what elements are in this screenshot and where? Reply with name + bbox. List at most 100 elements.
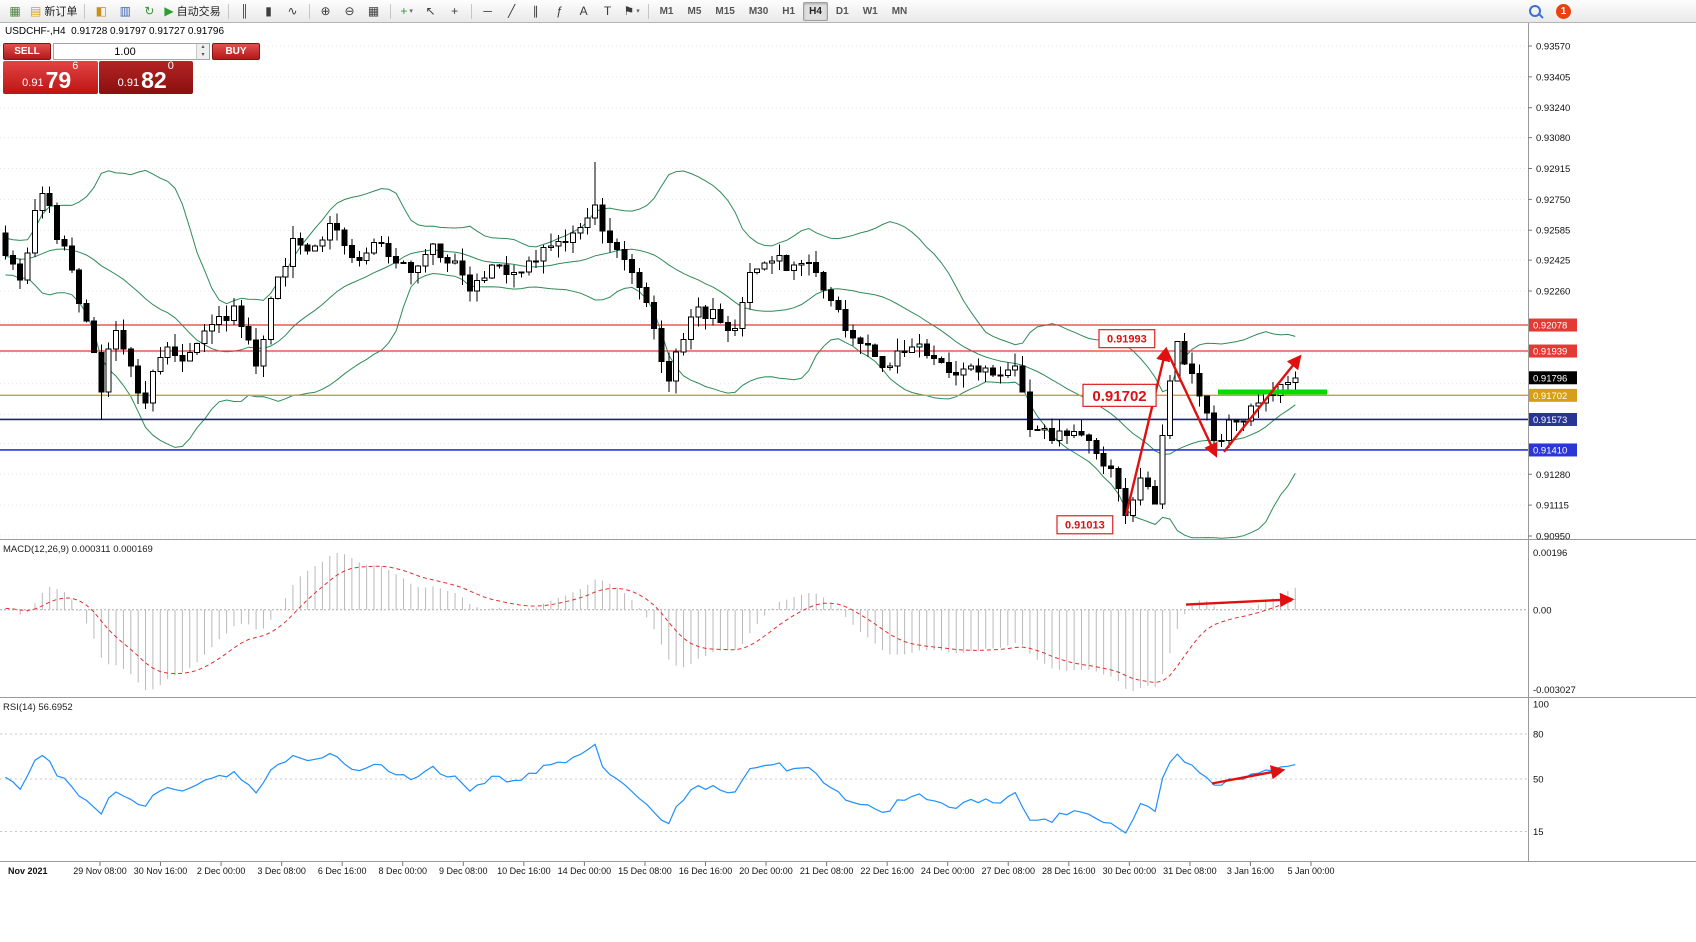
toolbar-new-chart-button[interactable]: ▦ — [3, 1, 27, 21]
toolbar-data-window-button[interactable]: ▥ — [113, 1, 137, 21]
macd-panel: MACD(12,26,9) 0.000311 0.000169 0.00196 0.… — [0, 544, 1576, 696]
trend-arrow-3[interactable] — [1223, 354, 1302, 453]
time-label-0: Nov 2021 — [8, 866, 48, 876]
time-label-19: 31 Dec 08:00 — [1163, 866, 1217, 876]
price-tag-text-0.91796: 0.91796 — [1533, 373, 1567, 384]
toolbar-text-button[interactable]: A — [572, 1, 596, 21]
sell-price-sup: 6 — [72, 60, 79, 72]
fibonacci-icon: ƒ — [556, 4, 563, 18]
toolbar-text-label-button[interactable]: T — [596, 1, 620, 21]
search-button[interactable] — [1523, 1, 1547, 21]
price-label-0.92260: 0.92260 — [1536, 286, 1570, 297]
toolbar-zoom-in-button[interactable]: ⊕ — [314, 1, 338, 21]
toolbar-fibonacci-button[interactable]: ƒ — [548, 1, 572, 21]
rsi-axis-100: 100 — [1533, 700, 1549, 711]
price-gridlines — [0, 45, 1528, 537]
rsi-arrow[interactable] — [1211, 765, 1286, 785]
toolbar-zoom-out-button[interactable]: ⊖ — [338, 1, 362, 21]
macd-arrow[interactable] — [1185, 592, 1295, 608]
sell-price-tile[interactable]: 0.91 79 6 — [3, 61, 98, 94]
timeframe-m1-button[interactable]: M1 — [659, 5, 674, 17]
arrows-tool-caret-icon: ▾ — [636, 8, 640, 15]
buy-price-big: 82 — [141, 67, 167, 94]
timeframe-h1-button[interactable]: H1 — [782, 5, 796, 17]
equidistant-channel-icon: ∥ — [532, 4, 539, 18]
bollinger-lower — [5, 272, 1296, 539]
toolbar-separator — [389, 3, 391, 19]
macd-axis-top: 0.00196 — [1533, 548, 1567, 559]
time-label-14: 22 Dec 16:00 — [860, 866, 914, 876]
sell-button[interactable]: SELL — [3, 43, 51, 60]
sell-price-big: 79 — [45, 67, 72, 94]
cursor-icon: ↖ — [425, 4, 436, 18]
trend-arrow-2[interactable] — [1164, 348, 1218, 458]
annotation-box-0.91993[interactable] — [1098, 329, 1156, 349]
new-order-label: 新订单 — [44, 6, 78, 18]
macd-label: MACD(12,26,9) 0.000311 0.000169 — [3, 544, 153, 555]
toolbar-separator — [647, 3, 649, 19]
timeframe-mn-button[interactable]: MN — [891, 5, 908, 17]
market-watch-icon: ◧ — [95, 4, 108, 18]
buy-button[interactable]: BUY — [212, 43, 260, 60]
volume-field[interactable]: ▴ ▾ — [53, 43, 210, 60]
time-label-5: 6 Dec 16:00 — [318, 866, 367, 876]
search-icon — [1529, 5, 1541, 17]
toolbar-crosshair-button[interactable]: + — [443, 1, 467, 21]
timeframe-h4-button[interactable]: H4 — [803, 1, 828, 21]
toolbar-horizontal-line-button[interactable]: ─ — [476, 1, 500, 21]
toolbar-new-order-button[interactable]: ▤ 新订单 — [27, 1, 80, 21]
timeframe-m5-button[interactable]: M5 — [687, 5, 702, 17]
timeframe-w1-button[interactable]: W1 — [862, 5, 878, 17]
macd-axis-bottom: -0.003027 — [1533, 685, 1576, 696]
toolbar-candlestick-mode-button[interactable]: ▮ — [257, 1, 281, 21]
timeframe-m30-button[interactable]: M30 — [748, 5, 769, 17]
price-axis[interactable]: 0.93570 0.93405 0.93240 0.93080 0.92915 0.927… — [1528, 42, 1577, 543]
candles — [2, 161, 1299, 525]
toolbar-separator — [227, 3, 229, 19]
volume-up-button[interactable]: ▴ — [197, 44, 209, 52]
sell-price-prefix: 0.91 — [22, 76, 44, 89]
toolbar: ▦ ▤ 新订单 ◧ ▥ ↻ ▶ 自动交易 ║ ▮ ∿ ⊕ ⊖ ▦ + ▾ ↖ + ─ ╱ ∥ ƒ A T ⚑ ▾ M1 M5 M15 M… — [0, 0, 1696, 23]
trend-arrows[interactable] — [1124, 346, 1302, 516]
toolbar-indicators-button[interactable]: + ▾ — [395, 1, 419, 21]
toolbar-arrows-tool-button[interactable]: ⚑ ▾ — [620, 1, 644, 21]
annotation-box-0.91702[interactable] — [1082, 383, 1157, 407]
toolbar-separator — [308, 3, 310, 19]
toolbar-refresh-button[interactable]: ↻ — [137, 1, 161, 21]
toolbar-tile-windows-button[interactable]: ▦ — [362, 1, 386, 21]
timeframe-d1-button[interactable]: D1 — [835, 5, 849, 17]
buy-price-tile[interactable]: 0.91 82 0 — [98, 61, 193, 94]
price-label-0.92750: 0.92750 — [1536, 195, 1570, 206]
toolbar-trendline-button[interactable]: ╱ — [500, 1, 524, 21]
zoom-out-icon: ⊖ — [344, 4, 355, 18]
notification-badge[interactable]: 1 — [1556, 3, 1571, 19]
rsi-panel: RSI(14) 56.6952 100 80 50 15 — [0, 700, 1549, 838]
price-tag-0.91410 — [1529, 443, 1577, 457]
toolbar-cursor-button[interactable]: ↖ — [419, 1, 443, 21]
price-tag-text-0.92078: 0.92078 — [1533, 321, 1567, 332]
timeframe-m15-button[interactable]: M15 — [715, 5, 735, 17]
price-annotations[interactable]: 0.91993 0.91702 0.91013 — [1056, 329, 1157, 535]
toolbar-line-chart-mode-button[interactable]: ∿ — [281, 1, 305, 21]
toolbar-auto-trading-button[interactable]: ▶ 自动交易 — [161, 1, 223, 21]
time-axis[interactable]: Nov 2021 29 Nov 08:00 30 Nov 16:00 2 Dec 00… — [8, 862, 1335, 876]
price-label-0.92915: 0.92915 — [1536, 164, 1570, 175]
time-label-21: 5 Jan 00:00 — [1287, 866, 1334, 876]
horizontal-level-lines[interactable] — [0, 324, 1528, 451]
bollinger-bands — [5, 169, 1296, 539]
volume-down-button[interactable]: ▾ — [197, 51, 209, 59]
time-label-1: 29 Nov 08:00 — [73, 866, 127, 876]
chart-canvas[interactable]: 0.91993 0.91702 0.91013 0.93570 0.93405 0.932… — [0, 23, 1696, 942]
toolbar-market-watch-button[interactable]: ◧ — [89, 1, 113, 21]
toolbar-buttons: ▦ ▤ 新订单 ◧ ▥ ↻ ▶ 自动交易 ║ ▮ ∿ ⊕ ⊖ ▦ + ▾ ↖ + ─ ╱ ∥ ƒ A T ⚑ ▾ — [3, 1, 653, 21]
volume-input[interactable] — [54, 44, 196, 59]
new-order-icon: ▤ — [30, 4, 42, 18]
trend-arrow-1[interactable] — [1124, 346, 1171, 516]
annotation-box-0.91013[interactable] — [1056, 515, 1114, 535]
toolbar-equidistant-channel-button[interactable]: ∥ — [524, 1, 548, 21]
toolbar-bar-chart-mode-button[interactable]: ║ — [233, 1, 257, 21]
refresh-icon: ↻ — [144, 4, 155, 18]
time-label-12: 20 Dec 00:00 — [739, 866, 793, 876]
price-label-0.92585: 0.92585 — [1536, 226, 1570, 237]
